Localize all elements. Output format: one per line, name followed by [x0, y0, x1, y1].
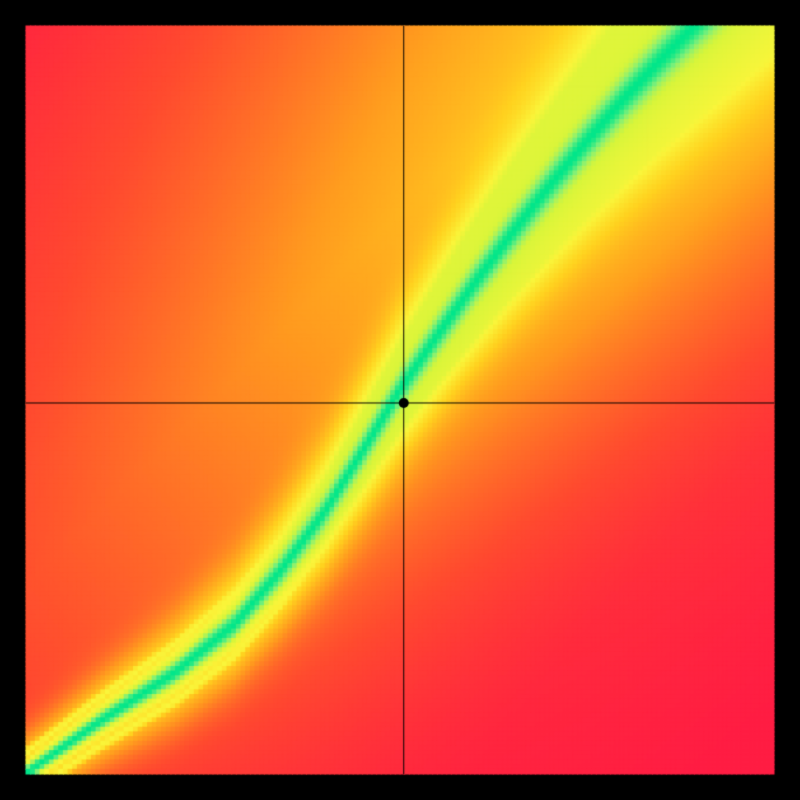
chart-container: TheBottleneck.com [0, 0, 800, 800]
watermark-text: TheBottleneck.com [571, 2, 774, 28]
bottleneck-heatmap [0, 0, 800, 800]
